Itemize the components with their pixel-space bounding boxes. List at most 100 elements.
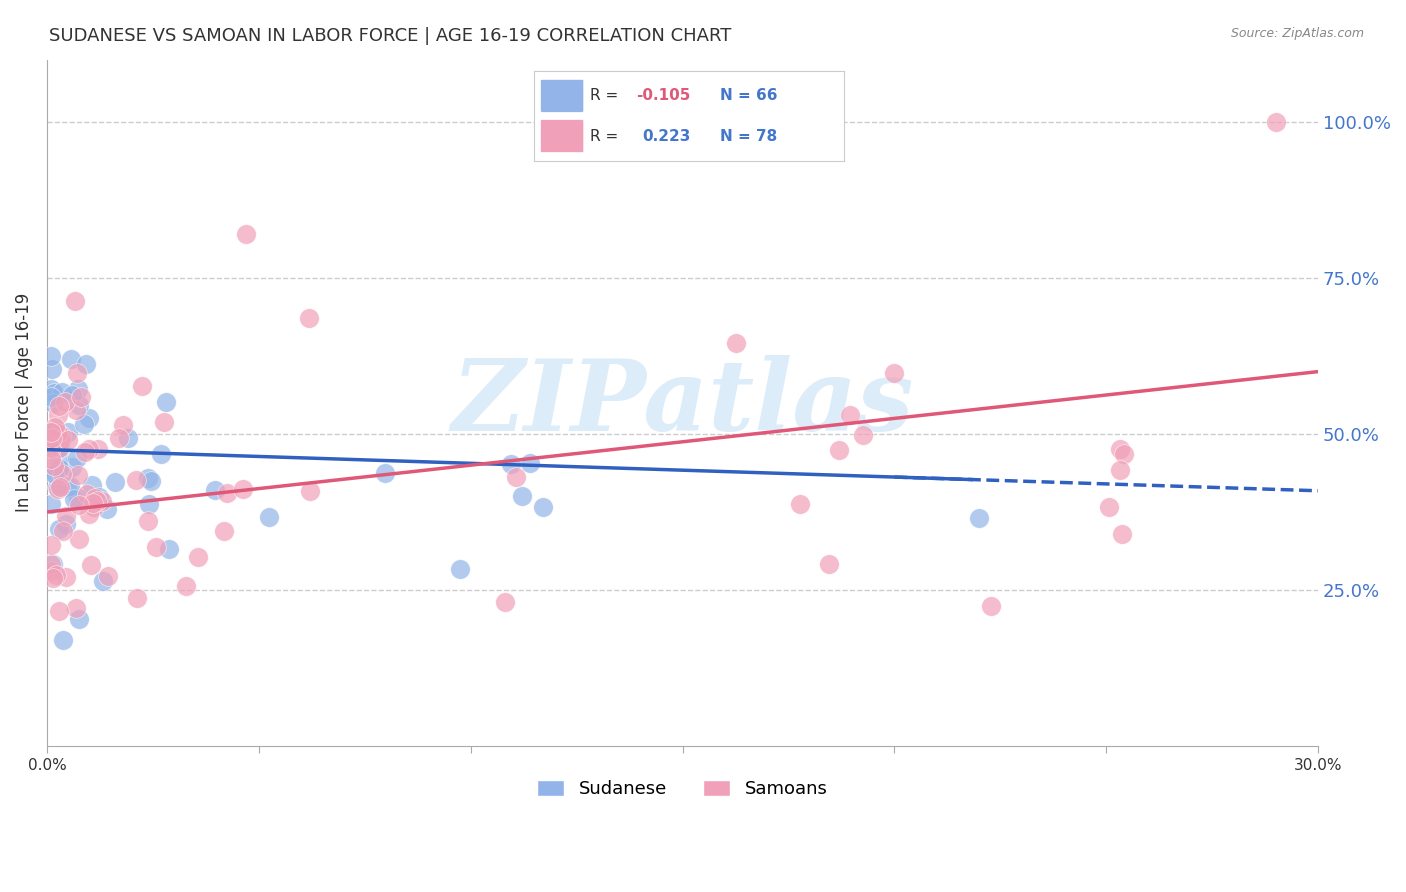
Point — [39, 349, 62, 363]
Point — [86, 493, 108, 508]
Point — [725, 335, 748, 350]
Point — [519, 456, 541, 470]
Point — [62, 491, 84, 506]
Point — [96, 502, 118, 516]
Point — [44, 425, 66, 439]
Point — [39, 557, 62, 571]
Point — [39, 383, 62, 397]
Text: N = 66: N = 66 — [720, 88, 778, 103]
Point — [531, 500, 554, 514]
Point — [49, 433, 72, 447]
Point — [1111, 526, 1133, 541]
Point — [42, 467, 65, 482]
Point — [56, 434, 79, 448]
Point — [55, 508, 77, 523]
Point — [53, 395, 76, 409]
Point — [204, 483, 226, 497]
Point — [117, 431, 139, 445]
Point — [39, 442, 62, 456]
Point — [789, 497, 811, 511]
Point — [174, 579, 197, 593]
Point — [818, 557, 841, 571]
Text: -0.105: -0.105 — [637, 88, 690, 103]
Text: N = 78: N = 78 — [720, 129, 778, 144]
Point — [828, 443, 851, 458]
Point — [42, 386, 65, 401]
Point — [91, 574, 114, 588]
Point — [46, 482, 69, 496]
Point — [48, 522, 70, 536]
Point — [39, 537, 62, 551]
Point — [73, 417, 96, 431]
Text: ZIPatlas: ZIPatlas — [451, 354, 914, 451]
Point — [136, 471, 159, 485]
Point — [66, 383, 89, 397]
Point — [41, 425, 63, 440]
Point — [150, 447, 173, 461]
Point — [52, 524, 75, 539]
Point — [87, 490, 110, 504]
Point — [76, 487, 98, 501]
Point — [48, 477, 70, 491]
Point — [66, 450, 89, 465]
Point — [136, 514, 159, 528]
Point — [39, 564, 62, 578]
Point — [79, 507, 101, 521]
Point — [46, 480, 69, 494]
Point — [374, 466, 396, 480]
Point — [41, 362, 63, 376]
Point — [48, 409, 70, 423]
Point — [104, 475, 127, 489]
Point — [55, 570, 77, 584]
Point — [91, 494, 114, 508]
Point — [55, 516, 77, 531]
Point — [139, 474, 162, 488]
Point — [1264, 115, 1286, 129]
Point — [39, 426, 62, 441]
Point — [52, 632, 75, 647]
Point — [127, 591, 149, 606]
Legend: Sudanese, Samoans: Sudanese, Samoans — [530, 772, 835, 805]
Point — [145, 541, 167, 555]
Point — [232, 483, 254, 497]
Text: R =: R = — [591, 88, 623, 103]
Point — [510, 489, 533, 503]
Text: Source: ZipAtlas.com: Source: ZipAtlas.com — [1230, 27, 1364, 40]
Point — [56, 425, 79, 440]
Point — [80, 478, 103, 492]
Point — [80, 558, 103, 573]
Text: 0.223: 0.223 — [643, 129, 690, 144]
Point — [125, 473, 148, 487]
Point — [215, 485, 238, 500]
Point — [60, 387, 83, 401]
Point — [60, 351, 83, 366]
Point — [83, 491, 105, 505]
Point — [39, 441, 62, 455]
Point — [235, 227, 257, 242]
Point — [494, 595, 516, 609]
Point — [75, 357, 97, 371]
Point — [967, 511, 990, 525]
Point — [44, 419, 66, 434]
Point — [39, 452, 62, 467]
Point — [138, 497, 160, 511]
Point — [839, 408, 862, 422]
Text: SUDANESE VS SAMOAN IN LABOR FORCE | AGE 16-19 CORRELATION CHART: SUDANESE VS SAMOAN IN LABOR FORCE | AGE … — [49, 27, 731, 45]
Point — [187, 549, 209, 564]
Point — [42, 395, 65, 409]
Point — [39, 425, 62, 439]
Point — [112, 418, 135, 433]
Point — [59, 479, 82, 493]
Point — [48, 479, 70, 493]
Point — [42, 571, 65, 585]
Point — [55, 480, 77, 494]
Point — [852, 428, 875, 442]
Point — [65, 403, 87, 417]
Point — [108, 431, 131, 445]
Point — [499, 457, 522, 471]
Point — [39, 425, 62, 439]
Point — [48, 451, 70, 466]
Point — [65, 600, 87, 615]
Point — [51, 384, 73, 399]
Point — [48, 441, 70, 455]
